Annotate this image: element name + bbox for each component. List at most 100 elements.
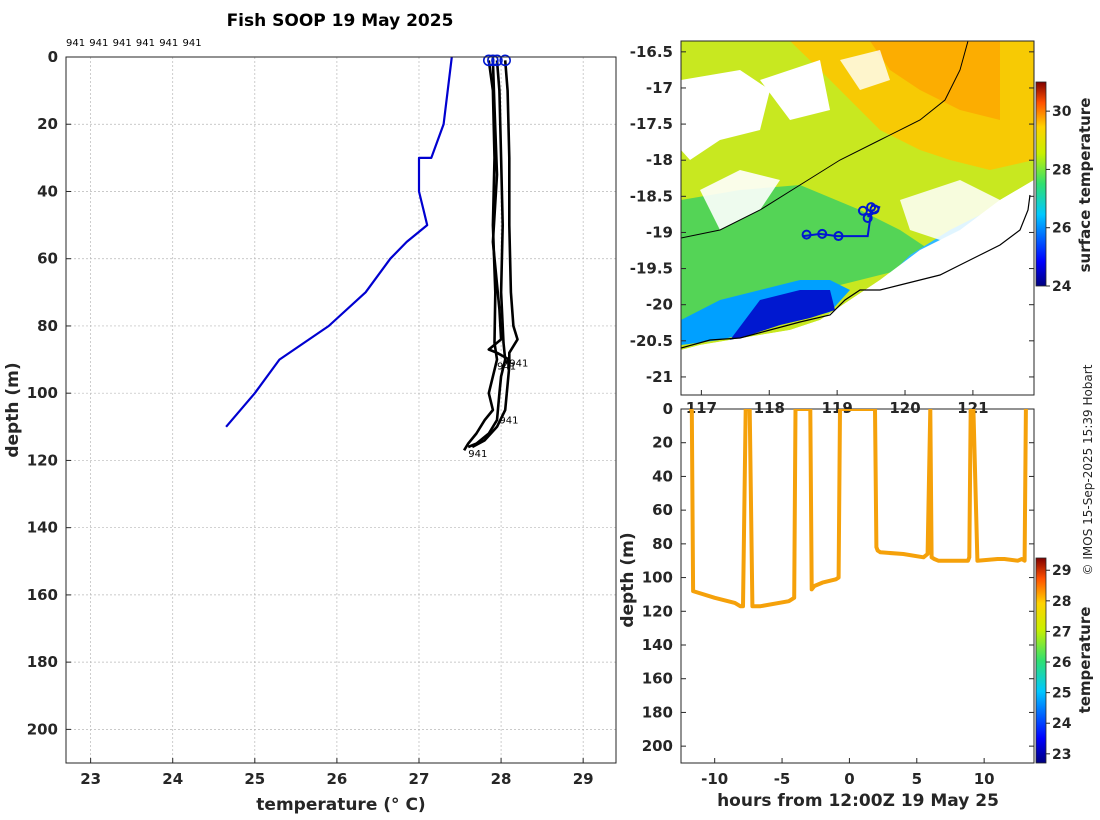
timeseries-y-tick-label: 20: [652, 434, 673, 452]
map-lat-tick-label: -17: [646, 79, 673, 97]
timeseries-x-tick-label: -10: [701, 770, 728, 788]
timeseries-colorbar-label: temperature: [1076, 607, 1094, 714]
sst-hot-region: [870, 41, 1000, 120]
map-lon-tick-label: 120: [889, 399, 920, 417]
map-colorbar-label: surface temperature: [1076, 98, 1094, 273]
cloud-gap: [700, 170, 780, 230]
timeseries-colorbar-tick-label: 23: [1052, 747, 1071, 763]
timeseries-y-tick-label: 180: [642, 703, 673, 721]
profile-series: [225, 56, 519, 451]
profile-y-tick-label: 180: [27, 653, 58, 671]
station-marker: [817, 228, 828, 239]
profile-end-label: 941: [499, 415, 518, 426]
credit-text: © IMOS 15-Sep-2025 15:39 Hobart: [1081, 364, 1095, 575]
sst-coldest-region: [730, 290, 835, 340]
surface-start-marker: [499, 54, 511, 67]
profile-y-tick-label: 80: [37, 317, 58, 335]
timeseries-x-tick-label: -5: [774, 770, 791, 788]
timeseries-x-tick-label: 5: [912, 770, 922, 788]
timeseries-colorbar-ticks: 23 24 25 26 27 28 29: [1046, 563, 1072, 763]
map-lon-ticks: 117 118 119 120 121: [686, 390, 989, 417]
profile-x-ticks: 23 24 25 26 27 28 29: [80, 758, 594, 788]
profile-end-label: 941: [468, 449, 487, 460]
profile-x-tick-label: 25: [244, 770, 265, 788]
map-lon-tick-label: 118: [754, 399, 785, 417]
surface-start-marker: [487, 54, 499, 67]
land: [681, 180, 1034, 395]
map-lat-tick-label: -19: [646, 223, 673, 241]
timeseries-x-tick-label: 0: [844, 770, 854, 788]
map-lat-ticks: -16.5 -17 -17.5 -18 -18.5 -19 -19.5 -20 -20.5 -21: [630, 43, 1034, 386]
cast-2-line: [467, 60, 507, 449]
profile-x-tick-label: 23: [80, 770, 101, 788]
timeseries-colorbar: [1035, 557, 1047, 764]
figure-title: Fish SOOP 19 May 2025: [227, 11, 454, 31]
profile-gridlines: [66, 56, 616, 763]
station-marker: [801, 229, 812, 240]
cast-3-line: [471, 60, 519, 449]
profile-y-tick-label: 100: [27, 384, 58, 402]
map-lat-tick-label: -17.5: [630, 115, 673, 133]
climatology-line: [225, 56, 453, 428]
timeseries-y-tick-label: 0: [663, 400, 673, 418]
map-lat-tick-label: -16.5: [630, 43, 673, 61]
map-colorbar-tick-label: 30: [1052, 104, 1072, 120]
timeseries-y-tick-label: 80: [652, 535, 673, 553]
station-marker: [833, 231, 844, 242]
timeseries-panel: 0 20 40 60 80 100 120 140 160 180 200 -10 -5 0 5 10 ho…: [618, 400, 1094, 811]
profile-x-tick-label: 29: [573, 770, 594, 788]
map-colorbar-tick-label: 24: [1052, 279, 1072, 295]
profile-top-label: 941: [89, 38, 108, 49]
timeseries-colorbar-tick-label: 25: [1052, 686, 1071, 702]
timeseries-y-label: depth (m): [618, 532, 638, 627]
map-lat-tick-label: -21: [646, 368, 673, 386]
surface-start-marker: [482, 54, 495, 67]
timeseries-y-tick-label: 200: [642, 737, 673, 755]
profile-y-ticks: 0 20 40 60 80 100 120 140 160 180 200: [27, 48, 71, 738]
timeseries-colorbar-tick-label: 24: [1052, 716, 1072, 732]
cast-4-line: [487, 60, 511, 364]
timeseries-colorbar-tick-label: 27: [1052, 624, 1071, 640]
map-lat-tick-label: -18: [646, 151, 673, 169]
timeseries-x-ticks: -10 -5 0 5 10: [701, 758, 995, 788]
map-panel: -16.5 -17 -17.5 -18 -18.5 -19 -19.5 -20 -20.5 -21…: [630, 40, 1094, 417]
map-lon-tick-label: 121: [957, 399, 988, 417]
profile-panel: 23 24 25 26 27 28 29 0 20 40 60 80 100 120 140 160 180 2…: [3, 38, 617, 815]
map-lon-tick-label: 119: [821, 399, 852, 417]
depth-trace: [689, 409, 1028, 609]
profile-end-label: 941: [497, 362, 516, 373]
profile-end-label: 941: [509, 358, 528, 369]
timeseries-y-tick-label: 40: [652, 467, 673, 485]
isobath-contour: [681, 41, 969, 239]
profile-y-tick-label: 0: [48, 48, 58, 66]
map-lat-tick-label: -18.5: [630, 187, 673, 205]
map-axes-frame: [680, 40, 1035, 396]
profile-y-tick-label: 20: [37, 115, 58, 133]
profile-x-tick-label: 26: [326, 770, 347, 788]
cloud-gap: [681, 70, 770, 160]
timeseries-axes-frame: [680, 408, 1035, 764]
profile-top-label: 941: [113, 38, 132, 49]
profile-top-label: 941: [159, 38, 178, 49]
station-markers: [801, 202, 880, 242]
map-lat-tick-label: -20: [646, 296, 673, 314]
timeseries-colorbar-tick-label: 26: [1052, 655, 1071, 671]
map-lat-tick-label: -20.5: [630, 332, 673, 350]
profile-top-label: 941: [136, 38, 155, 49]
profile-x-tick-label: 28: [491, 770, 512, 788]
profile-y-tick-label: 60: [37, 250, 58, 268]
profile-top-label: 941: [183, 38, 202, 49]
timeseries-y-tick-label: 120: [642, 602, 673, 620]
surface-start-marker: [491, 54, 503, 67]
profile-y-tick-label: 160: [27, 586, 58, 604]
timeseries-y-tick-label: 60: [652, 501, 673, 519]
map-colorbar-tick-label: 28: [1052, 162, 1071, 178]
timeseries-y-ticks: 0 20 40 60 80 100 120 140 160 180 200: [642, 400, 1034, 755]
profile-top-label: 941: [66, 38, 85, 49]
timeseries-x-label: hours from 12:00Z 19 May 25: [717, 791, 999, 811]
station-marker: [857, 205, 868, 216]
station-marker: [869, 204, 880, 215]
timeseries-colorbar-tick-label: 29: [1052, 563, 1071, 579]
timeseries-y-tick-label: 160: [642, 670, 673, 688]
